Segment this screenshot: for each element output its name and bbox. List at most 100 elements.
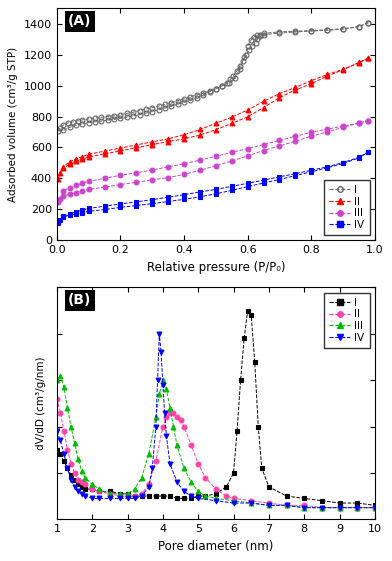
I [203, 493, 208, 499]
III [125, 490, 130, 497]
I [79, 484, 84, 490]
I [168, 493, 172, 499]
IV [97, 495, 102, 502]
IV [72, 484, 77, 490]
III [231, 498, 236, 504]
II [319, 504, 324, 511]
III [97, 486, 102, 493]
II [139, 490, 144, 497]
IV [164, 433, 169, 439]
I [132, 493, 137, 499]
IV [83, 493, 87, 499]
I [235, 428, 240, 435]
IV [162, 410, 167, 416]
X-axis label: Relative pressure (P/P₀): Relative pressure (P/P₀) [147, 260, 285, 274]
III [372, 504, 377, 511]
III [160, 377, 165, 384]
IV [159, 349, 163, 356]
IV [62, 451, 66, 458]
III [189, 479, 194, 485]
II [69, 460, 73, 467]
I [249, 312, 254, 319]
I [90, 486, 94, 493]
IV [150, 465, 154, 472]
I [267, 484, 271, 490]
II [337, 504, 342, 511]
I [65, 465, 70, 472]
Line: I: I [54, 308, 377, 508]
I [302, 495, 307, 502]
II [79, 479, 84, 485]
III [83, 474, 87, 481]
III [182, 465, 187, 472]
II [189, 442, 194, 448]
I [146, 493, 151, 499]
I [118, 490, 123, 497]
Line: IV: IV [54, 332, 377, 510]
IV [284, 502, 289, 509]
I [337, 500, 342, 507]
I [175, 495, 180, 502]
IV [196, 495, 201, 502]
Text: (B): (B) [68, 293, 91, 307]
II [58, 410, 63, 416]
II [267, 500, 271, 507]
III [157, 390, 162, 397]
I [372, 502, 377, 509]
I [284, 493, 289, 499]
III [267, 502, 271, 509]
I [355, 500, 359, 507]
I [196, 493, 201, 499]
II [65, 447, 70, 453]
Y-axis label: dV/dD (cm³/g/nm): dV/dD (cm³/g/nm) [36, 357, 47, 450]
I [242, 335, 247, 342]
I [76, 481, 80, 488]
III [175, 442, 180, 448]
II [203, 474, 208, 481]
I [83, 486, 87, 493]
II [164, 414, 169, 421]
I [62, 458, 66, 465]
II [153, 458, 158, 465]
II [302, 502, 307, 509]
II [132, 493, 137, 499]
III [72, 439, 77, 446]
I [319, 498, 324, 504]
I [189, 495, 194, 502]
IV [79, 490, 84, 497]
II [97, 488, 102, 495]
II [171, 410, 176, 416]
III [164, 386, 169, 393]
IV [319, 504, 324, 511]
II [83, 481, 87, 488]
IV [189, 493, 194, 499]
II [160, 423, 165, 430]
Legend: I, II, III, IV: I, II, III, IV [324, 293, 370, 348]
III [355, 504, 359, 511]
II [224, 493, 229, 499]
III [203, 493, 208, 499]
III [90, 481, 94, 488]
IV [69, 476, 73, 483]
III [171, 423, 176, 430]
I [224, 484, 229, 490]
II [178, 416, 183, 423]
II [175, 414, 180, 421]
III [54, 377, 59, 384]
I [256, 423, 261, 430]
II [118, 493, 123, 499]
II [249, 498, 254, 504]
Line: III: III [54, 373, 377, 510]
IV [76, 488, 80, 495]
I [153, 493, 158, 499]
III [302, 504, 307, 511]
IV [155, 377, 160, 384]
IV [372, 504, 377, 511]
IV [355, 504, 359, 511]
IV [175, 479, 180, 485]
IV [160, 381, 165, 388]
II [146, 481, 151, 488]
I [182, 495, 187, 502]
IV [139, 493, 144, 499]
I [252, 358, 257, 365]
